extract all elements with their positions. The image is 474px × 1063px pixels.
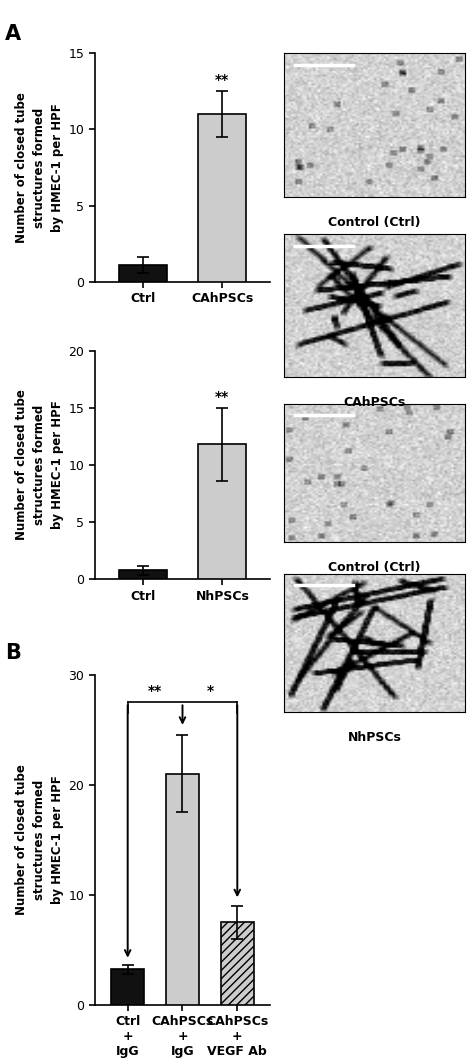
Bar bbox=[166, 774, 199, 1005]
Text: NhPSCs: NhPSCs bbox=[347, 731, 401, 744]
Text: B: B bbox=[5, 643, 20, 663]
Y-axis label: Number of closed tube
structures formed
by HMEC-1 per HPF: Number of closed tube structures formed … bbox=[15, 390, 64, 540]
Text: **: ** bbox=[215, 390, 229, 405]
Text: Control (Ctrl): Control (Ctrl) bbox=[328, 216, 421, 229]
Text: *: * bbox=[206, 685, 213, 698]
Text: A: A bbox=[5, 24, 21, 45]
Bar bbox=[118, 265, 166, 282]
Text: **: ** bbox=[215, 72, 229, 87]
Text: **: ** bbox=[148, 685, 162, 698]
Text: Control (Ctrl): Control (Ctrl) bbox=[328, 561, 421, 574]
Bar bbox=[199, 444, 246, 579]
Text: CAhPSCs: CAhPSCs bbox=[343, 396, 406, 409]
Bar bbox=[221, 922, 254, 1005]
Bar bbox=[111, 969, 144, 1005]
Bar bbox=[118, 570, 166, 579]
Y-axis label: Number of closed tube
structures formed
by HMEC-1 per HPF: Number of closed tube structures formed … bbox=[15, 92, 64, 242]
Bar bbox=[199, 114, 246, 282]
Y-axis label: Number of closed tube
structures formed
by HMEC-1 per HPF: Number of closed tube structures formed … bbox=[15, 764, 64, 915]
